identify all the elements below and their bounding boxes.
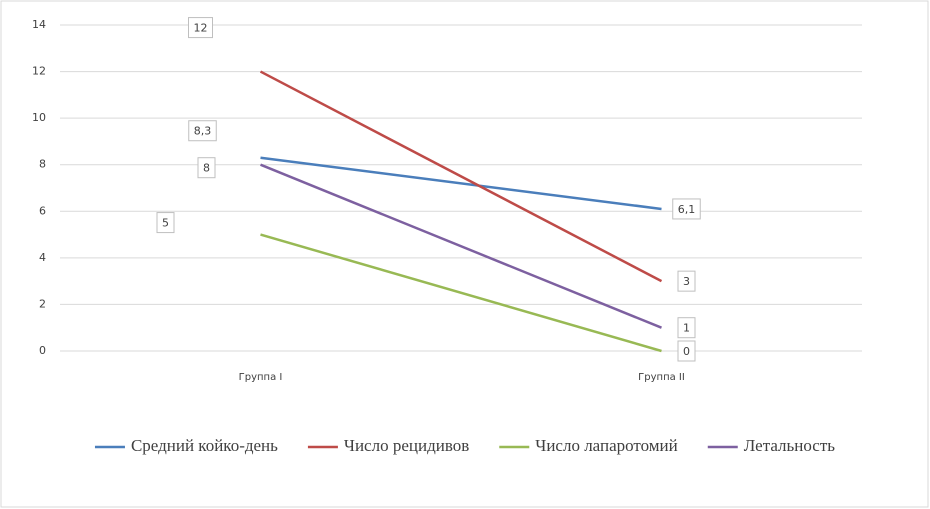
- data-label-box: [672, 198, 701, 220]
- data-label-box: [188, 120, 217, 142]
- x-tick-label: Группа I: [239, 372, 283, 383]
- data-label-box: [677, 317, 696, 339]
- y-tick-label: 2: [39, 297, 46, 310]
- data-label-box: [677, 270, 696, 292]
- legend-label: Средний койко-день: [131, 436, 278, 455]
- legend-label: Число лапаротомий: [535, 436, 677, 455]
- y-tick-label: 4: [39, 251, 46, 264]
- data-label-box: [156, 212, 175, 234]
- y-tick-label: 10: [32, 111, 46, 124]
- legend-label: Летальность: [744, 436, 836, 455]
- data-label: 3: [683, 275, 690, 288]
- series-line: [259, 70, 663, 283]
- x-tick-label: Группа II: [638, 372, 685, 383]
- data-label-box: [197, 157, 216, 179]
- y-tick-label: 0: [39, 344, 46, 357]
- data-label-box: [188, 17, 213, 39]
- data-label-box: [677, 340, 696, 362]
- data-label: 8: [203, 162, 210, 175]
- data-label: 6,1: [678, 203, 696, 216]
- data-label: 0: [683, 345, 690, 358]
- series-line: [260, 156, 662, 211]
- data-label: 12: [194, 22, 208, 35]
- data-label: 5: [162, 217, 169, 230]
- series-line: [260, 233, 662, 353]
- y-tick-label: 6: [39, 204, 46, 217]
- y-tick-label: 12: [32, 65, 46, 78]
- series-line: [260, 163, 662, 329]
- legend-label: Число рецидивов: [344, 436, 469, 455]
- data-label: 1: [683, 322, 690, 335]
- y-tick-label: 8: [39, 158, 46, 171]
- y-tick-label: 14: [32, 18, 46, 31]
- data-label: 8,3: [194, 125, 212, 138]
